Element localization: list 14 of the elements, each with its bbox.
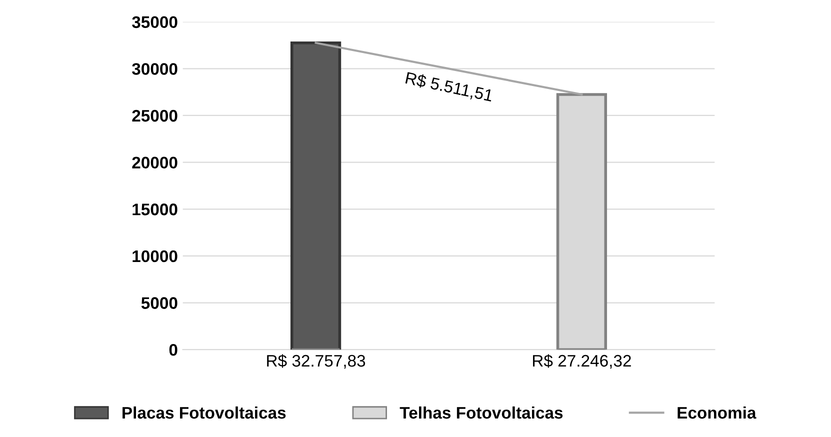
y-tick-label: 10000 <box>132 250 178 262</box>
annotation: R$ 5.511,51 <box>404 71 494 104</box>
legend-label: Economia <box>678 406 756 419</box>
y-tick-label: 25000 <box>132 110 178 122</box>
y-tick-label: 15000 <box>132 204 178 216</box>
y-tick-label: 30000 <box>132 63 178 75</box>
y-tick-label: 5000 <box>141 297 178 309</box>
legend-label: Placas Fotovoltaicas <box>122 406 286 419</box>
legend-label: Telhas Fotovoltaicas <box>400 406 563 419</box>
y-tick-label: 35000 <box>132 16 178 28</box>
x-tick-label: R$ 27.246,32 <box>533 354 631 369</box>
y-tick-label: 20000 <box>132 156 178 169</box>
y-tick-label: 0 <box>169 344 178 356</box>
x-tick-label: R$ 32.757,83 <box>267 354 366 369</box>
